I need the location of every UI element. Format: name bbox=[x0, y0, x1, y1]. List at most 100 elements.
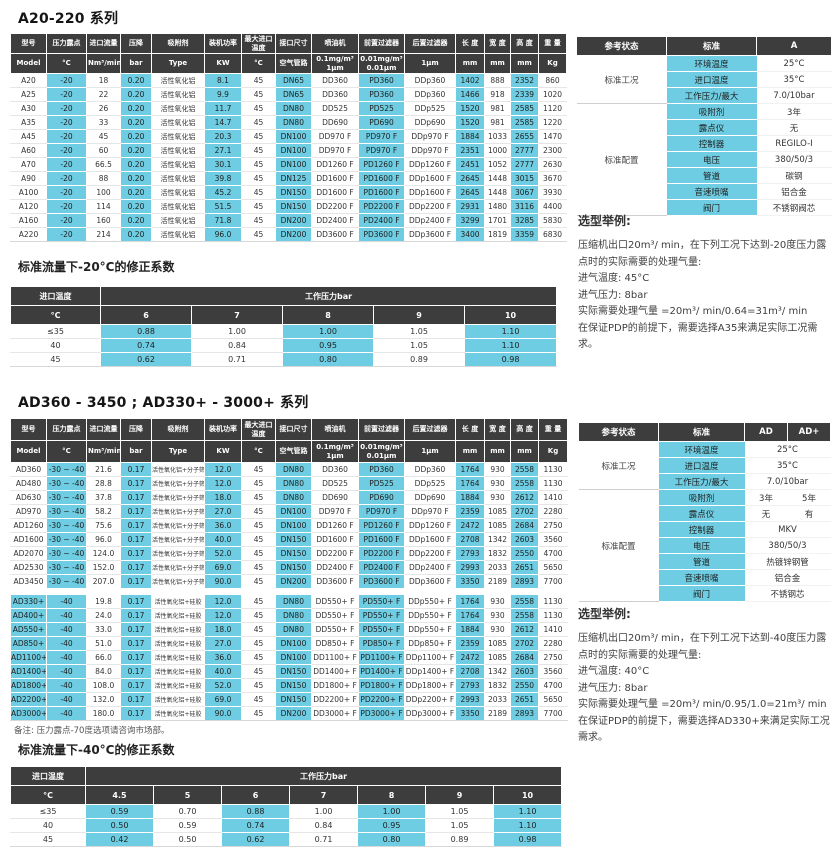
correction1-head: 进口温度 工作压力bar °C 6 7 8 9 10 bbox=[10, 286, 558, 325]
cell: DN100 bbox=[275, 650, 312, 665]
cell: 45 bbox=[241, 185, 276, 200]
column-unit-header: Type bbox=[151, 440, 205, 463]
cell: 45 bbox=[241, 157, 276, 172]
cell: 1.00 bbox=[191, 324, 283, 339]
pressure-column-header: 10 bbox=[463, 305, 558, 325]
cell: AD2200+ bbox=[10, 692, 47, 707]
cell: 40 bbox=[10, 338, 101, 353]
cell: 5650 bbox=[538, 560, 568, 575]
cell: DN100 bbox=[275, 129, 312, 144]
cell: 0.59 bbox=[85, 804, 154, 819]
table-row: A160 -20 160 0.20 活性氧化铝 71.8 45 DN200 DD2400 F PD… bbox=[10, 213, 567, 228]
column-header: 宽 度 bbox=[484, 418, 511, 441]
cell: AD2070 bbox=[10, 546, 47, 561]
panel-key: 吸附剂 bbox=[658, 489, 745, 506]
cell: DN80 bbox=[275, 588, 312, 609]
column-header: 重 量 bbox=[538, 33, 567, 54]
cell: -20 bbox=[46, 115, 87, 130]
cell: DDp970 F bbox=[404, 129, 456, 144]
cell: 1085 bbox=[484, 650, 511, 665]
cell: 1764 bbox=[455, 608, 485, 623]
pressure-column-header: 7 bbox=[289, 785, 358, 805]
cell: DDp1100+ F bbox=[404, 650, 456, 665]
cell: 45 bbox=[241, 608, 276, 623]
column-header: 宽 度 bbox=[484, 33, 511, 54]
working-pressure-header: 工作压力bar bbox=[84, 766, 563, 786]
cell: -40 bbox=[46, 636, 87, 651]
cell: PD1600 F bbox=[358, 532, 405, 547]
cell: 60 bbox=[86, 143, 121, 158]
panel-row: 进口温度 35°C bbox=[579, 457, 831, 474]
cell: DDp690 bbox=[404, 115, 456, 130]
cell: 活性氧化铝 bbox=[151, 227, 205, 242]
cell: 3116 bbox=[510, 199, 539, 214]
cell: -30 ~ -40 bbox=[46, 532, 87, 547]
cell: 45 bbox=[241, 490, 276, 505]
cell: DD2400 F bbox=[311, 560, 359, 575]
cell: 0.17 bbox=[120, 588, 152, 609]
cell: 活性氧化铝+分子筛 bbox=[151, 560, 205, 575]
cell: DD1100+ F bbox=[311, 650, 359, 665]
example-title: 选型举例: bbox=[578, 214, 631, 228]
cell: 18.0 bbox=[204, 490, 242, 505]
cell: 活性氧化铝 bbox=[151, 87, 205, 102]
column-unit-header: 空气管路 bbox=[275, 53, 312, 74]
cell: 0.84 bbox=[191, 338, 283, 353]
panel-column-header: 标准 bbox=[658, 422, 745, 442]
cell: 1832 bbox=[484, 678, 511, 693]
cell: 2189 bbox=[484, 706, 511, 721]
cell: DN150 bbox=[275, 560, 312, 575]
ad-plus-group-body: AD330+ -40 19.8 0.17 活性氧化铝+硅胶 12.0 45 DN80 DD550… bbox=[10, 588, 568, 721]
cell: 1.10 bbox=[463, 324, 558, 339]
cell: -40 bbox=[46, 588, 87, 609]
column-header: 进口流量 bbox=[86, 418, 121, 441]
panel-key: 进口温度 bbox=[666, 71, 757, 88]
cell: 2451 bbox=[455, 157, 485, 172]
cell: 3560 bbox=[538, 664, 568, 679]
cell: DD3000+ F bbox=[311, 706, 359, 721]
cell: 2630 bbox=[538, 157, 567, 172]
cell: DD360 bbox=[311, 73, 359, 88]
column-header: 最大进口温度 bbox=[241, 33, 276, 54]
cell: -30 ~ -40 bbox=[46, 546, 87, 561]
table-note: 备注: 压力露点-70度选项请咨询市场部。 bbox=[14, 726, 170, 736]
cell: 88 bbox=[86, 171, 121, 186]
panel-key: 管道 bbox=[666, 167, 757, 184]
cell: -40 bbox=[46, 608, 87, 623]
cell: 45 bbox=[241, 87, 276, 102]
cell: 0.17 bbox=[120, 574, 152, 592]
cell: ≤35 bbox=[10, 324, 101, 339]
cell: 18 bbox=[86, 73, 121, 88]
example-line: 在保证PDP的前提下，需要选择AD330+来满足实际工况需求。 bbox=[578, 715, 830, 744]
cell: DDp3600 F bbox=[404, 574, 456, 592]
cell: DN150 bbox=[275, 546, 312, 561]
cell: -30 ~ -40 bbox=[46, 504, 87, 519]
cell: A160 bbox=[10, 213, 47, 228]
cell: 132.0 bbox=[86, 692, 121, 707]
panel-key: 电压 bbox=[666, 151, 757, 168]
cell: DDp2200 F bbox=[404, 199, 456, 214]
cell: 1342 bbox=[484, 664, 511, 679]
cell: -30 ~ -40 bbox=[46, 490, 87, 505]
cell: 2359 bbox=[455, 504, 485, 519]
column-header: 前置过滤器 bbox=[358, 33, 405, 54]
pressure-column-header: 9 bbox=[425, 785, 494, 805]
cell: 1.00 bbox=[289, 804, 358, 819]
cell: PD970 F bbox=[358, 129, 405, 144]
cell: DN80 bbox=[275, 608, 312, 623]
cell: A220 bbox=[10, 227, 47, 242]
panel-row: 管道 碳钢 bbox=[577, 167, 832, 184]
column-header: 装机功率 bbox=[204, 33, 242, 54]
table-row: A35 -20 33 0.20 活性氧化铝 14.7 45 DN80 DD690 PD690 DDp… bbox=[10, 115, 567, 130]
cell: 45 bbox=[241, 143, 276, 158]
cell: 96.0 bbox=[86, 532, 121, 547]
correction2-header-row2: °C 4.5 5 6 7 8 9 10 bbox=[10, 785, 563, 805]
panel-key: 露点仪 bbox=[666, 119, 757, 136]
cell: PD360 bbox=[358, 73, 405, 88]
cell: AD1260 bbox=[10, 518, 47, 533]
cell: 7700 bbox=[538, 706, 568, 721]
cell: 1020 bbox=[538, 87, 567, 102]
cell: 0.20 bbox=[120, 101, 152, 116]
column-unit-header: Nm³/min bbox=[86, 440, 121, 463]
cell: -20 bbox=[46, 157, 87, 172]
